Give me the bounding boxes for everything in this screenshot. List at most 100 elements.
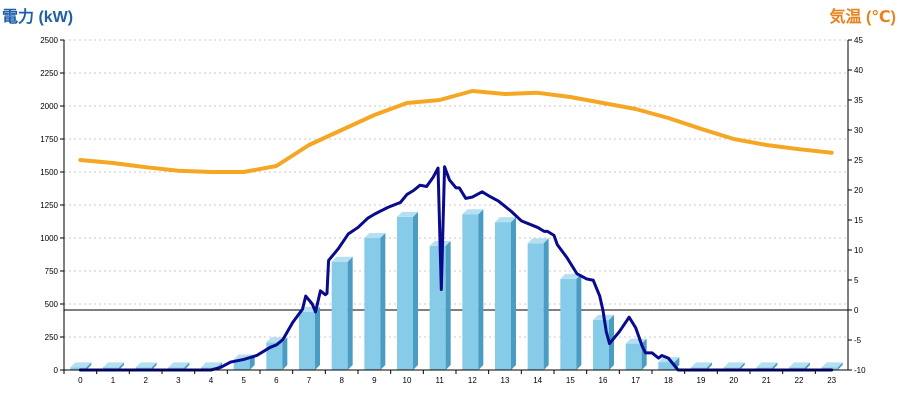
bar-side	[315, 306, 320, 370]
bar-top	[789, 362, 810, 368]
bar-top	[691, 362, 712, 368]
x-tick-label: 2	[143, 376, 148, 385]
right-tick-label: -5	[854, 336, 862, 345]
power-bar	[397, 211, 418, 370]
bar-side	[413, 211, 418, 370]
left-tick-label: 1250	[40, 201, 58, 210]
bar-front	[364, 238, 381, 370]
bar-top	[201, 362, 222, 368]
left-tick-label: 500	[45, 300, 59, 309]
left-tick-label: 750	[45, 267, 59, 276]
bar-side	[543, 238, 549, 370]
bar-side	[511, 217, 516, 370]
right-tick-label: 15	[854, 216, 863, 225]
bar-top	[495, 217, 516, 223]
power-bar	[331, 256, 353, 370]
bar-side	[478, 209, 484, 370]
temperature-line	[78, 89, 834, 174]
left-tick-label: 2250	[40, 69, 58, 78]
left-axis-title: 電力 (kW)	[2, 7, 73, 26]
x-tick-label: 22	[795, 376, 804, 385]
bar-side	[184, 362, 190, 370]
bar-top	[462, 209, 484, 215]
right-tick-label: 10	[854, 246, 863, 255]
bar-front	[331, 261, 348, 370]
bar-side	[739, 362, 745, 370]
bar-front	[495, 222, 511, 370]
power-bar	[266, 337, 288, 370]
data-lines	[78, 89, 834, 372]
left-tick-label: 1750	[40, 135, 58, 144]
grid-lines	[64, 39, 848, 338]
right-axis-title: 気温 (℃)	[830, 7, 896, 26]
x-tick-label: 9	[372, 376, 377, 385]
x-tick-label: 3	[176, 376, 181, 385]
bar-front	[233, 359, 250, 370]
x-tick-label: 8	[339, 376, 344, 385]
x-tick-label: 5	[241, 376, 246, 385]
x-tick-label: 4	[209, 376, 214, 385]
bar-top	[821, 362, 843, 368]
axes: 02505007501000125015001750200022502500-1…	[40, 36, 866, 385]
left-tick-label: 2500	[40, 36, 58, 45]
x-tick-label: 23	[827, 376, 836, 385]
bar-front	[560, 278, 577, 370]
bar-side	[576, 273, 582, 370]
bar-side	[151, 362, 157, 370]
x-tick-label: 20	[729, 376, 738, 385]
bar-front	[70, 367, 87, 370]
bar-top	[527, 238, 549, 244]
bar-front	[658, 362, 675, 370]
x-tick-label: 16	[599, 376, 608, 385]
bar-top	[135, 362, 157, 368]
power-demand-line	[78, 165, 834, 372]
bar-top	[103, 362, 124, 368]
x-tick-label: 17	[631, 376, 640, 385]
power-bar	[527, 238, 549, 370]
x-tick-label: 7	[307, 376, 312, 385]
left-tick-label: 250	[45, 333, 59, 342]
x-tick-label: 1	[111, 376, 116, 385]
x-tick-label: 12	[468, 376, 477, 385]
x-tick-label: 19	[697, 376, 706, 385]
bar-side	[805, 362, 810, 370]
right-tick-label: 35	[854, 96, 863, 105]
x-tick-label: 11	[436, 376, 445, 385]
bar-side	[380, 233, 386, 370]
power-bar	[364, 233, 386, 370]
right-tick-label: 0	[854, 306, 859, 315]
bar-top	[70, 362, 92, 368]
bar-side	[772, 362, 778, 370]
bar-side	[282, 337, 288, 370]
x-tick-label: 6	[274, 376, 279, 385]
left-tick-label: 2000	[40, 102, 58, 111]
left-tick-label: 0	[54, 366, 59, 375]
bar-top	[364, 233, 386, 238]
power-bar	[560, 273, 582, 370]
x-tick-label: 0	[78, 376, 83, 385]
bar-side	[119, 362, 124, 370]
x-tick-label: 18	[664, 376, 673, 385]
bar-front	[299, 311, 315, 370]
bar-top	[397, 211, 418, 217]
x-tick-label: 10	[403, 376, 412, 385]
power-bar	[70, 362, 92, 370]
bar-top	[560, 273, 582, 279]
right-tick-label: 40	[854, 66, 863, 75]
bar-top	[331, 256, 353, 262]
bar-front	[266, 342, 283, 370]
right-tick-label: -10	[854, 366, 866, 375]
power-bar	[462, 209, 484, 370]
bar-side	[707, 362, 712, 370]
x-tick-label: 15	[566, 376, 575, 385]
bar-top	[723, 362, 745, 368]
bar-side	[347, 256, 353, 370]
x-tick-label: 14	[533, 376, 542, 385]
power-bar	[299, 306, 320, 370]
bar-front	[527, 243, 544, 370]
right-tick-label: 5	[854, 276, 859, 285]
right-tick-label: 30	[854, 126, 863, 135]
x-tick-label: 13	[501, 376, 510, 385]
bar-top	[168, 362, 190, 368]
